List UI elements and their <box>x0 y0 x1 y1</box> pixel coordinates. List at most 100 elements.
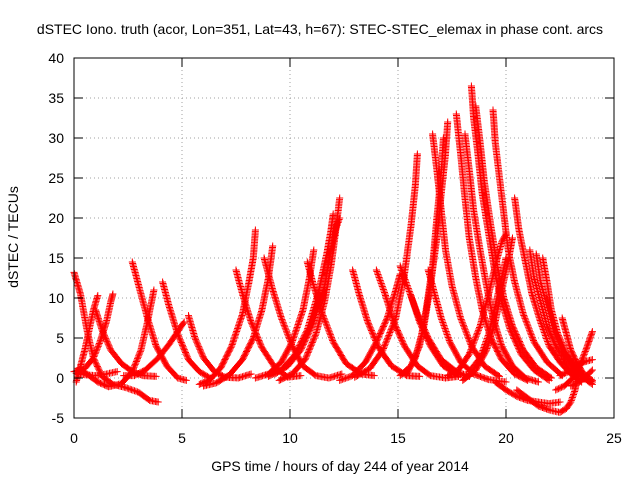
data-point <box>322 319 330 327</box>
data-point <box>526 328 534 336</box>
data-point <box>472 332 480 340</box>
data-point <box>341 374 349 382</box>
data-point <box>302 354 310 362</box>
data-point <box>438 316 446 323</box>
data-point <box>103 337 111 345</box>
data-point <box>509 234 516 242</box>
data-point <box>516 338 523 345</box>
data-point <box>403 280 411 288</box>
data-point <box>128 386 136 394</box>
data-point <box>89 354 97 362</box>
data-point <box>136 349 144 357</box>
data-point <box>392 324 400 332</box>
data-point <box>462 329 470 337</box>
data-point <box>587 376 595 383</box>
data-point <box>565 368 573 376</box>
series-arc-31 <box>461 130 542 386</box>
data-point <box>567 382 575 390</box>
data-point <box>311 331 319 339</box>
data-point <box>461 326 469 334</box>
data-point <box>248 321 256 329</box>
data-point <box>461 324 469 332</box>
data-point <box>285 333 293 341</box>
data-point <box>552 386 560 394</box>
data-point <box>227 343 235 351</box>
data-point <box>466 349 474 356</box>
data-point <box>182 350 190 358</box>
data-point <box>327 332 335 340</box>
data-point <box>558 340 566 348</box>
data-point <box>526 326 533 334</box>
data-point <box>177 337 185 345</box>
data-point <box>511 328 519 336</box>
data-point <box>95 367 103 375</box>
data-point <box>105 342 113 350</box>
data-point <box>385 332 393 339</box>
data-point <box>253 332 261 340</box>
data-point <box>177 339 185 346</box>
data-point <box>522 317 530 325</box>
data-point <box>502 378 510 386</box>
data-point <box>397 334 405 341</box>
data-point <box>305 347 313 355</box>
data-point <box>94 292 102 300</box>
data-point <box>556 372 564 380</box>
data-point <box>378 283 386 290</box>
data-point <box>478 348 486 356</box>
data-point <box>544 339 552 347</box>
data-point <box>191 334 199 342</box>
chart-title: dSTEC Iono. truth (acor, Lon=351, Lat=43… <box>37 21 603 37</box>
data-point <box>180 346 188 354</box>
data-point <box>521 314 529 322</box>
data-point <box>557 371 565 379</box>
data-point <box>529 335 537 343</box>
x-tick-label: 5 <box>178 430 186 446</box>
data-point <box>581 348 589 355</box>
data-point <box>106 343 113 351</box>
data-point <box>198 350 206 358</box>
data-point <box>566 367 574 375</box>
data-point <box>404 283 412 291</box>
data-point <box>193 340 201 348</box>
data-point <box>101 333 109 341</box>
data-point <box>546 373 554 381</box>
x-tick-label: 15 <box>390 430 406 446</box>
data-point <box>133 356 141 364</box>
series-arc-7 <box>128 258 190 384</box>
data-point <box>386 329 394 336</box>
data-point <box>458 318 466 326</box>
series-arc-22 <box>351 150 421 381</box>
data-point <box>251 327 259 334</box>
data-point <box>571 380 579 388</box>
data-point <box>324 323 331 331</box>
data-point <box>180 344 188 352</box>
data-point <box>392 322 400 330</box>
data-point <box>381 342 389 350</box>
data-point <box>416 372 424 380</box>
data-point <box>440 323 448 331</box>
data-point <box>560 370 568 378</box>
data-point <box>379 323 387 330</box>
data-point <box>131 360 139 368</box>
data-point <box>587 367 595 375</box>
data-point <box>136 347 144 355</box>
data-point <box>337 376 345 384</box>
data-point <box>423 335 431 343</box>
series-arc-6 <box>92 306 160 380</box>
data-point <box>473 329 481 337</box>
data-point <box>570 365 578 373</box>
data-point <box>174 331 182 339</box>
data-point <box>284 330 292 338</box>
data-point <box>556 336 564 344</box>
data-point <box>256 339 264 347</box>
data-point <box>321 317 329 325</box>
series-arc-28 <box>429 130 503 380</box>
data-point <box>460 321 467 329</box>
data-point <box>469 341 477 349</box>
data-point <box>581 349 589 357</box>
data-point <box>196 345 204 353</box>
data-point <box>397 265 405 273</box>
data-point <box>134 353 142 361</box>
data-point <box>540 329 548 336</box>
data-point <box>109 290 117 298</box>
